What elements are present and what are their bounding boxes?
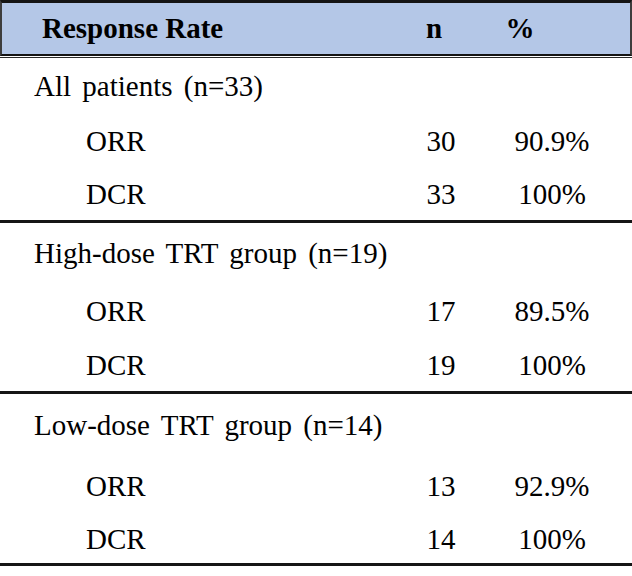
section-row-high-dose: High-dose TRT group (n=19)	[0, 223, 632, 283]
cell-label: ORR	[0, 125, 410, 158]
cell-n: 19	[410, 349, 472, 382]
section-row-low-dose: Low-dose TRT group (n=14)	[0, 394, 632, 456]
cell-label: ORR	[0, 295, 410, 328]
cell-n: 17	[410, 295, 472, 328]
table-row: DCR 19 100%	[0, 339, 632, 391]
cell-n: 13	[410, 470, 472, 503]
section-title: All patients (n=33)	[0, 70, 410, 103]
response-rate-table: Response Rate n % All patients (n=33) OR…	[0, 0, 632, 576]
cell-label: DCR	[0, 178, 410, 211]
cell-n: 33	[410, 178, 472, 211]
table-row: DCR 33 100%	[0, 168, 632, 220]
cell-label: ORR	[0, 470, 410, 503]
cell-label: DCR	[0, 349, 410, 382]
section-title: Low-dose TRT group (n=14)	[0, 409, 410, 442]
cell-label: DCR	[0, 523, 410, 556]
header-cell-percent: %	[474, 12, 632, 45]
table-row: ORR 13 92.9%	[0, 456, 632, 516]
cell-percent: 100%	[472, 349, 632, 382]
cell-n: 14	[410, 523, 472, 556]
cell-percent: 100%	[472, 178, 632, 211]
table-row: ORR 17 89.5%	[0, 283, 632, 339]
table-bottom-rule	[0, 563, 632, 566]
cell-percent: 89.5%	[472, 295, 632, 328]
header-cell-response-rate: Response Rate	[2, 12, 412, 45]
cell-n: 30	[410, 125, 472, 158]
header-cell-n: n	[412, 12, 474, 45]
table-row: ORR 30 90.9%	[0, 115, 632, 168]
section-title: High-dose TRT group (n=19)	[0, 237, 410, 270]
cell-percent: 92.9%	[472, 470, 632, 503]
cell-percent: 100%	[472, 523, 632, 556]
table-header-row: Response Rate n %	[0, 0, 632, 56]
table-row: DCR 14 100%	[0, 516, 632, 563]
section-row-all-patients: All patients (n=33)	[0, 58, 632, 115]
cell-percent: 90.9%	[472, 125, 632, 158]
